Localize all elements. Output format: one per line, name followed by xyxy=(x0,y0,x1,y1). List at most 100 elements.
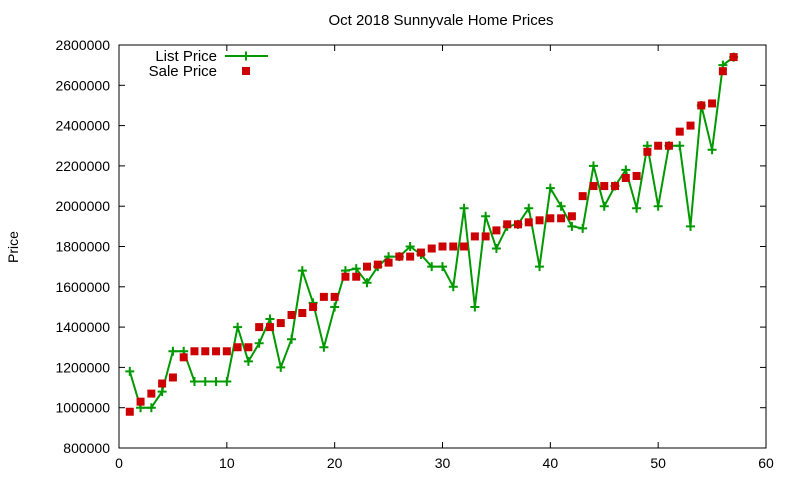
sale-price-point xyxy=(179,353,188,362)
list-price-point xyxy=(470,302,480,312)
list-price-point xyxy=(265,314,275,324)
sale-price-point xyxy=(621,173,630,182)
list-price-point xyxy=(556,201,566,211)
list-price-point xyxy=(545,183,555,193)
list-price-point xyxy=(211,377,221,387)
list-price-point xyxy=(287,334,297,344)
sale-price-point xyxy=(158,379,167,388)
list-price-point xyxy=(653,201,663,211)
x-tick-label: 50 xyxy=(650,455,666,471)
legend: List Price Sale Price xyxy=(149,48,268,80)
list-price-point xyxy=(276,362,286,372)
list-price-point xyxy=(535,262,545,272)
x-tick-label: 0 xyxy=(115,455,123,471)
sale-price-point xyxy=(168,373,177,382)
list-price-point xyxy=(351,264,361,274)
sale-price-point xyxy=(265,323,274,332)
x-tick-label: 60 xyxy=(758,455,774,471)
list-price-point xyxy=(707,145,717,155)
list-price-point xyxy=(168,346,178,356)
sale-price-point xyxy=(276,319,285,328)
list-price-point xyxy=(330,302,340,312)
list-price-point xyxy=(319,342,329,352)
sale-price-point xyxy=(697,101,706,110)
list-price-point xyxy=(481,211,491,221)
sale-price-point xyxy=(384,258,393,267)
y-tick-label: 1800000 xyxy=(55,239,110,255)
sale-price-point xyxy=(513,220,522,229)
list-price-point xyxy=(189,377,199,387)
x-tick-label: 30 xyxy=(435,455,451,471)
sale-price-point xyxy=(567,212,576,221)
list-price-point xyxy=(686,221,696,231)
sale-price-point xyxy=(190,347,199,356)
sale-price-point xyxy=(373,260,382,269)
sale-price-point xyxy=(675,127,684,136)
y-tick-label: 2800000 xyxy=(55,37,110,53)
sale-price-point xyxy=(611,182,620,191)
list-price-point xyxy=(448,282,458,292)
list-price-point xyxy=(222,377,232,387)
x-tick-label: 20 xyxy=(327,455,343,471)
sale-price-point xyxy=(481,232,490,241)
list-price-point xyxy=(632,203,642,213)
sale-price-point xyxy=(201,347,210,356)
list-price-point xyxy=(427,262,437,272)
y-tick-label: 2200000 xyxy=(55,158,110,174)
sale-price-point xyxy=(244,343,253,352)
sale-price-point xyxy=(125,407,134,416)
y-tick-label: 1400000 xyxy=(55,319,110,335)
list-price-point xyxy=(297,266,307,276)
list-price-point xyxy=(459,203,469,213)
sale-price-point xyxy=(643,147,652,156)
list-price-point xyxy=(233,322,243,332)
sale-price-point xyxy=(395,252,404,261)
list-price-point xyxy=(125,366,135,376)
list-price-point xyxy=(621,165,631,175)
sale-price-point xyxy=(136,397,145,406)
sale-price-point xyxy=(708,99,717,108)
sale-price-point xyxy=(686,121,695,130)
sale-price-point xyxy=(438,242,447,251)
chart-title: Oct 2018 Sunnyvale Home Prices xyxy=(328,12,553,29)
list-price-point xyxy=(524,203,534,213)
list-price-point xyxy=(243,356,253,366)
y-tick-label: 1600000 xyxy=(55,279,110,295)
sale-price-point xyxy=(255,323,264,332)
list-price-point xyxy=(588,161,598,171)
legend-label-sale-price: Sale Price xyxy=(149,63,217,80)
sale-price-point xyxy=(632,171,641,180)
x-tick-label: 40 xyxy=(543,455,559,471)
sale-price-point xyxy=(309,302,318,311)
sale-price-point xyxy=(319,292,328,301)
list-price-point xyxy=(200,377,210,387)
y-tick-label: 800000 xyxy=(63,440,110,456)
list-price-point xyxy=(578,223,588,233)
sale-price-point xyxy=(470,232,479,241)
axis-ticks: 0 10 20 30 40 50 60 800000 1000000 1200000 1400000… xyxy=(55,37,774,471)
sale-price-point xyxy=(503,220,512,229)
sale-price-point xyxy=(341,272,350,281)
sale-price-point xyxy=(212,347,221,356)
list-price-point xyxy=(405,242,415,251)
list-price-point xyxy=(491,244,501,254)
sale-price-point xyxy=(600,182,609,191)
list-price-point xyxy=(157,387,167,397)
sale-price-point xyxy=(233,343,242,352)
legend-label-list-price: List Price xyxy=(155,48,217,65)
list-price-point xyxy=(146,403,156,413)
sale-price-point xyxy=(535,216,544,225)
sale-price-point xyxy=(557,214,566,223)
list-price-line xyxy=(128,56,735,409)
x-tick-label: 10 xyxy=(219,455,235,471)
list-price-point xyxy=(254,338,264,348)
sale-price-point xyxy=(416,248,425,257)
sale-price-point xyxy=(654,141,663,150)
sale-price-point xyxy=(352,272,361,281)
y-tick-label: 1200000 xyxy=(55,359,110,375)
series-layer xyxy=(125,52,739,416)
sale-price-point xyxy=(492,226,501,235)
sale-price-point xyxy=(589,182,598,191)
sale-price-point xyxy=(330,292,339,301)
